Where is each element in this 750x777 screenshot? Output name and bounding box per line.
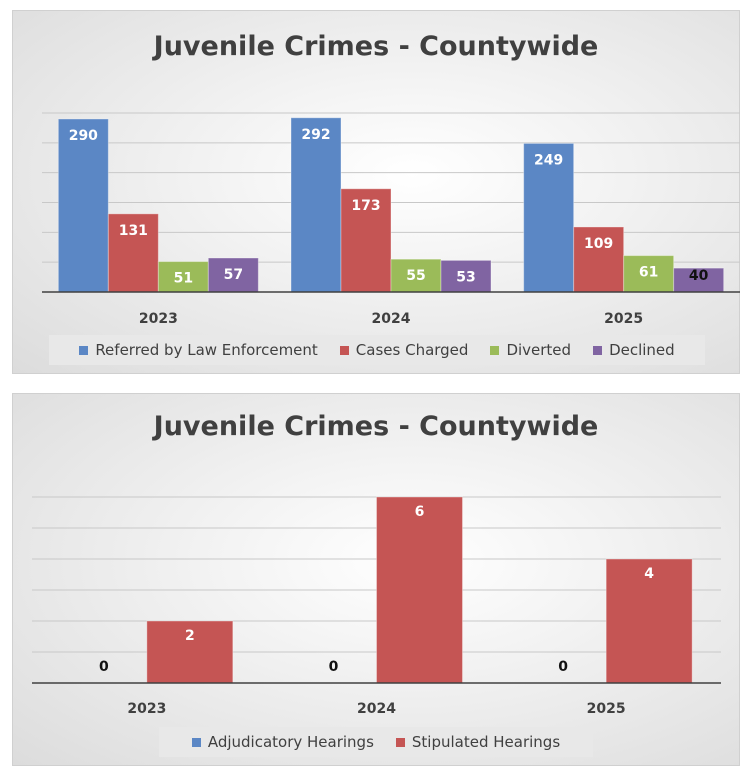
bar-stipulated-hearings-2024 xyxy=(376,496,463,684)
data-label: 131 xyxy=(119,223,148,239)
legend-label: Diverted xyxy=(506,341,572,359)
legend-label: Stipulated Hearings xyxy=(411,733,561,751)
bar-stipulated-hearings-2025 xyxy=(605,558,693,684)
bar-chart-hearings: 0 2 2023 0 6 2024 0 4 2025 xyxy=(32,496,721,717)
category-label: 2023 xyxy=(127,701,166,717)
data-label: 40 xyxy=(689,268,709,284)
data-label: 109 xyxy=(584,236,613,252)
legend-swatch xyxy=(191,737,201,747)
data-label: 292 xyxy=(301,127,330,143)
data-label: 2 xyxy=(185,628,195,644)
data-label: 0 xyxy=(329,659,339,675)
data-label: 173 xyxy=(351,198,380,214)
bar-referred-by-law-enforcement-2023 xyxy=(57,118,109,293)
category-label: 2025 xyxy=(587,701,626,717)
legend-swatch xyxy=(395,737,405,747)
legend-label: Referred by Law Enforcement xyxy=(95,341,318,359)
bar-cases-charged-2023 xyxy=(107,213,159,293)
legend-swatch xyxy=(593,345,603,355)
data-label: 57 xyxy=(224,267,243,283)
data-label: 6 xyxy=(415,504,425,520)
bar-diverted-2025 xyxy=(623,255,675,293)
bar-stipulated-hearings-2023 xyxy=(146,620,234,684)
legend-item-stipulated-hearings: Stipulated Hearings xyxy=(395,733,561,751)
legend-swatch xyxy=(490,345,500,355)
legend-item-diverted: Diverted xyxy=(490,341,571,359)
chart-panel-hearings: Juvenile Crimes - Countywide 0 2 2023 0 6 202… xyxy=(12,393,740,766)
legend-label: Cases Charged xyxy=(355,341,469,359)
bar-chart-crimes: 290 131 51 57 2023 292 173 55 53 2024 249 109 61 40 20… xyxy=(42,112,740,327)
legend-item-adjudicatory-hearings: Adjudicatory Hearings xyxy=(191,733,374,751)
category-label: 2023 xyxy=(139,311,178,327)
legend-item-referred-by-law-enforcement: Referred by Law Enforcement xyxy=(79,341,318,359)
legend-item-cases-charged: Cases Charged xyxy=(339,341,469,359)
data-label: 0 xyxy=(99,659,109,675)
data-label: 51 xyxy=(174,271,193,287)
legend-swatch xyxy=(339,345,349,355)
data-label: 249 xyxy=(534,152,563,168)
chart-title: Juvenile Crimes - Countywide xyxy=(153,411,599,442)
bar-referred-by-law-enforcement-2025 xyxy=(523,142,575,293)
data-label: 53 xyxy=(456,269,475,285)
category-label: 2024 xyxy=(357,701,396,717)
chart-panel-crimes: Juvenile Crimes - Countywide 290 131 51 57 2… xyxy=(12,10,740,374)
chart-title: Juvenile Crimes - Countywide xyxy=(153,31,599,62)
chart-legend: Referred by Law Enforcement Cases Charged… xyxy=(49,335,705,365)
data-label: 55 xyxy=(406,268,425,284)
bar-referred-by-law-enforcement-2024 xyxy=(290,117,342,293)
legend-item-declined: Declined xyxy=(593,341,675,359)
legend-swatch xyxy=(79,345,89,355)
legend-label: Declined xyxy=(609,341,675,359)
category-label: 2025 xyxy=(604,311,643,327)
category-label: 2024 xyxy=(372,311,411,327)
data-label: 290 xyxy=(69,128,98,144)
data-label: 61 xyxy=(639,265,658,281)
bar-cases-charged-2025 xyxy=(573,226,625,293)
legend-label: Adjudicatory Hearings xyxy=(207,733,374,751)
chart-legend: Adjudicatory Hearings Stipulated Hearings xyxy=(159,727,593,757)
data-label: 0 xyxy=(558,659,568,675)
data-label: 4 xyxy=(644,566,654,582)
